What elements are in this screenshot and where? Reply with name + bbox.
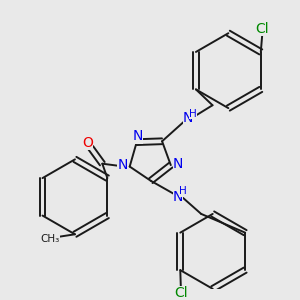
Text: N: N [173,190,183,204]
Text: N: N [173,157,183,171]
Text: Cl: Cl [174,286,188,300]
Text: N: N [183,111,193,125]
Text: N: N [133,129,143,143]
Text: H: H [189,109,197,119]
Text: O: O [82,136,93,150]
Text: N: N [117,158,128,172]
Text: CH₃: CH₃ [41,234,60,244]
Text: H: H [179,186,187,197]
Text: Cl: Cl [255,22,269,36]
